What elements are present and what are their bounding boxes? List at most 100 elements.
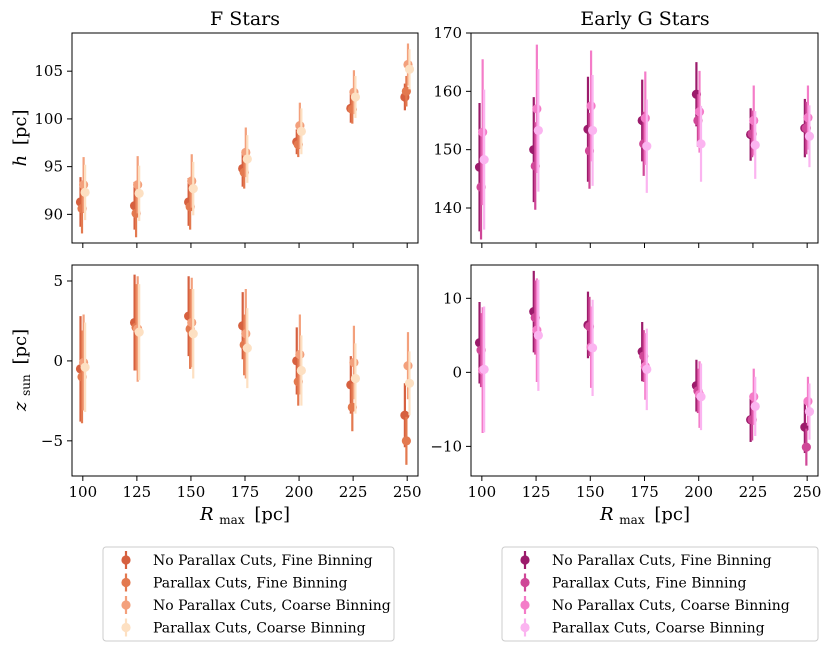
panel-bottom-right: 100 125 150 175 200 225 250 −10 0 10 <box>430 264 822 501</box>
axes-frame <box>71 32 419 244</box>
data-point <box>400 410 410 420</box>
legend-entry-label: Parallax Cuts, Fine Binning <box>153 576 348 592</box>
legend-entry-label: No Parallax Cuts, Coarse Binning <box>153 598 391 614</box>
data-point <box>587 343 598 353</box>
data-point <box>479 364 489 374</box>
y-tick-label: −10 <box>430 437 462 455</box>
data-point <box>350 92 361 102</box>
y-tick-label: 160 <box>433 82 462 100</box>
data-point <box>533 125 543 136</box>
title-f-stars: F Stars <box>210 8 280 30</box>
data-point <box>296 126 306 136</box>
data-point <box>403 361 413 371</box>
x-tick-label: 100 <box>68 483 97 501</box>
data-point <box>80 362 90 372</box>
legend-marker <box>121 600 131 610</box>
y-tick-label: 100 <box>34 110 63 128</box>
legend-marker <box>520 622 530 633</box>
data-point <box>696 139 706 149</box>
data-point <box>404 378 415 388</box>
data-point <box>801 442 811 452</box>
data-point <box>242 154 252 164</box>
y-tick-label: 0 <box>53 352 63 370</box>
data-point <box>804 406 815 417</box>
data-point <box>134 327 144 337</box>
legend-marker <box>121 622 131 633</box>
x-tick-label: 225 <box>739 483 768 501</box>
y-tick-label: 10 <box>443 289 462 307</box>
data-point <box>586 101 596 111</box>
axes-frame <box>470 264 819 477</box>
panel-bottom-left: 100 125 150 175 200 225 250 −5 0 5 <box>41 264 422 501</box>
data-point <box>188 329 198 339</box>
data-point <box>694 107 705 117</box>
data-point <box>642 141 652 151</box>
y-tick-label: 140 <box>433 199 462 217</box>
x-tick-label: 150 <box>576 483 605 501</box>
data-point <box>188 183 198 194</box>
legend-marker <box>520 600 530 610</box>
legend-marker <box>520 577 530 588</box>
x-tick-label: 175 <box>630 483 659 501</box>
xlabel-left: R max [pc] <box>199 504 290 529</box>
legend-left: No Parallax Cuts, Fine Binning Parallax C… <box>102 546 395 642</box>
data-point <box>296 365 306 376</box>
legend-entry-label: No Parallax Cuts, Fine Binning <box>552 553 772 569</box>
title-early-g-stars: Early G Stars <box>580 8 709 30</box>
x-tick-label: 200 <box>285 483 314 501</box>
legend-marker <box>520 555 530 565</box>
series-4 <box>479 69 815 230</box>
x-tick-label: 250 <box>793 483 822 501</box>
legend-right: No Parallax Cuts, Fine Binning Parallax C… <box>501 546 819 642</box>
y-tick-label: 90 <box>44 205 63 223</box>
data-point <box>350 373 361 384</box>
series-2 <box>476 280 811 466</box>
ylabel-zsun: z sun [pc] <box>10 329 35 412</box>
xlabel-right: R max [pc] <box>599 504 690 529</box>
x-tick-label: 100 <box>468 483 497 501</box>
legend-entry-label: No Parallax Cuts, Fine Binning <box>153 553 373 569</box>
panel-top-left: 90 95 100 105 <box>34 32 419 248</box>
data-point <box>750 401 760 412</box>
series-3 <box>79 43 413 214</box>
y-tick-label: 0 <box>452 363 462 381</box>
ylabel-h: h [pc] <box>10 110 31 167</box>
data-point <box>749 115 759 126</box>
y-tick-label: 170 <box>433 24 462 42</box>
data-point <box>478 127 488 137</box>
legend-entry-label: Parallax Cuts, Coarse Binning <box>153 621 366 637</box>
data-point <box>187 176 197 186</box>
data-point <box>349 357 359 368</box>
data-point <box>532 104 542 114</box>
data-point <box>295 349 305 360</box>
legend-marker <box>121 555 131 565</box>
data-point <box>750 140 760 150</box>
data-point <box>79 180 89 190</box>
y-tick-label: 105 <box>34 62 63 80</box>
data-point <box>533 330 543 340</box>
series-4 <box>479 279 815 440</box>
axes-frame <box>71 264 419 477</box>
y-tick-label: −5 <box>41 432 63 450</box>
data-point <box>80 187 90 198</box>
y-tick-label: 5 <box>53 272 63 290</box>
data-point <box>642 364 652 374</box>
y-tick-label: 150 <box>433 141 462 159</box>
x-tick-label: 225 <box>339 483 368 501</box>
data-point <box>134 188 144 198</box>
series-4 <box>80 49 415 222</box>
data-point <box>749 392 759 402</box>
data-point <box>640 113 650 123</box>
series-4 <box>80 284 415 416</box>
data-point <box>803 112 813 123</box>
panel-top-right: 140 150 160 170 <box>433 24 819 248</box>
data-point <box>242 343 252 353</box>
legend-entry-label: Parallax Cuts, Coarse Binning <box>552 621 765 637</box>
x-tick-label: 125 <box>123 483 152 501</box>
legend-entry-label: No Parallax Cuts, Coarse Binning <box>552 598 790 614</box>
legend-box <box>102 546 395 642</box>
data-point <box>696 392 706 402</box>
legend-box <box>501 546 819 642</box>
x-tick-label: 250 <box>393 483 422 501</box>
